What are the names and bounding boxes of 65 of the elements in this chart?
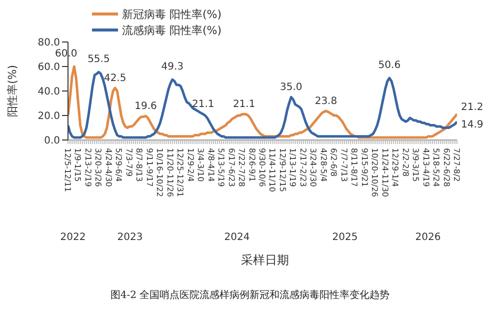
x-tick-label: 6/22-6/28 [442,148,451,187]
x-tick-label: 9/30-10/6 [258,148,266,187]
data-label: 23.8 [314,96,338,107]
data-label: 21.1 [192,99,214,110]
text: 2024 [224,232,250,243]
x-tick-label: 12/9-12/15 [278,148,287,192]
y-tick-label: 80.0 [38,38,60,49]
x-tick-label: 4/24-4/30 [104,148,113,187]
x-tick-label: 6/17-6/23 [226,148,236,187]
x-tick-label: 5/29-6/4 [114,148,124,182]
text: 2025 [332,232,358,243]
x-tick-label: 8/11-8/17 [350,148,359,187]
x-tick-label: 1/13-1/19 [288,148,298,187]
data-label: 35.0 [280,82,302,94]
x-tick-label: 11/24-11/30 [380,148,390,197]
text: 2022 [60,232,86,243]
x-tick-label: 4/13-4/19 [421,148,430,187]
x-tick-label: 9/15-9/21 [360,148,369,187]
x-tick-label: 4/28-5/4 [318,148,328,182]
x-tick-label: 12/25-12/31 [176,148,185,197]
y-tick-label: 0.0 [44,136,60,147]
x-tick-label: 7/22-7/28 [237,148,246,187]
x-tick-label: 7/7-7/13 [339,148,348,182]
data-label: 49.3 [161,62,184,73]
x-tick-label: 1/29-2/4 [186,148,195,182]
x-tick-label: 2/13-2/19 [83,148,92,187]
data-label: 19.6 [134,100,157,112]
legend-label: 新冠病毒 阳性率(%) [122,6,222,22]
y-tick-label: 40.0 [38,86,60,98]
x-tick-label: 12/29-1/4 [390,148,400,187]
y-tick-label: 20.0 [38,111,60,122]
x-tick-label: 7/27-8/2 [452,148,461,182]
data-label: 21.1 [232,99,256,110]
x-tick-label: 5/18-5/24 [432,148,441,187]
data-label: 21.2 [461,102,484,114]
data-label: 42.5 [104,72,126,84]
x-tick-label: 9/11-9/17 [144,148,154,187]
x-tick-label: 11/4-11/10 [268,148,277,192]
x-tick-label: 8/26-9/1 [247,148,256,182]
x-tick-label: 3/9-3/15 [411,148,420,182]
x-tick-label: 10/20-10/26 [370,148,380,197]
x-tick-label: 11/20-11/26 [165,148,174,197]
x-axis-title: 采样日期 [240,252,290,269]
x-tick-label: 5/13-5/19 [216,148,226,187]
data-label: 55.5 [88,54,110,66]
x-tick-label: 7/3-7/9 [124,148,134,177]
data-label: 50.6 [378,60,401,72]
text: 2026 [415,232,441,243]
text: 2023 [117,232,143,243]
x-tick-label: 2/17-2/23 [298,148,308,187]
x-tick-label: 6/2-6/8 [329,148,338,177]
x-tick-label: 4/8-4/14 [206,148,216,182]
x-tick-label: 10/16-10/22 [155,148,164,197]
x-tick-label: 3/24-3/30 [308,148,318,187]
y-tick-label: 60.0 [38,62,60,74]
x-tick-label: 1/9-1/15 [73,148,82,182]
text: 图4-2 全国哨点医院流感样病例新冠和流感病毒阳性率变化趋势 [109,288,391,302]
x-tick-label: 3/20-3/26 [94,148,103,187]
x-tick-label: 2/2-2/8 [400,148,410,177]
x-tick-label: 3/4-3/10 [196,148,206,182]
x-tick-label: 8/7-8/13 [134,148,144,182]
legend-label: 流感病毒 阳性率(%) [122,22,222,38]
y-axis-title: 阳性率(%) [6,64,19,118]
x-tick-label: 12/5-12/11 [63,148,72,192]
data-label: 14.9 [461,120,484,131]
